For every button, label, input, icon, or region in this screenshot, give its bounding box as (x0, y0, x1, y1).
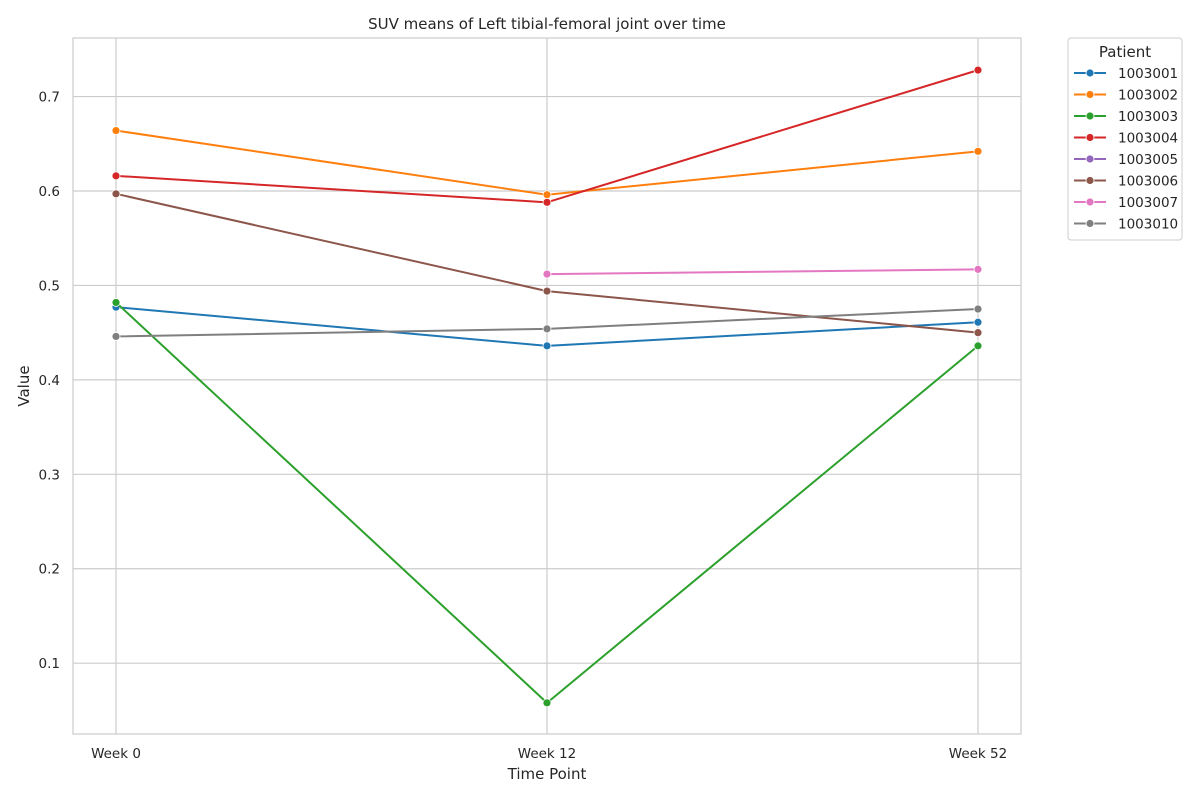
legend-label: 1003003 (1118, 109, 1178, 125)
data-point (973, 317, 983, 327)
legend-label: 1003006 (1118, 174, 1178, 190)
series-1003010 (111, 304, 983, 341)
y-tick-label: 0.4 (39, 373, 60, 389)
data-point (542, 197, 552, 207)
legend-item: 1003001 (1074, 66, 1178, 82)
legend-label: 1003004 (1118, 131, 1178, 147)
data-point (542, 190, 552, 200)
series-1003002 (111, 126, 983, 200)
legend-point-marker (1085, 219, 1095, 228)
data-point (973, 304, 983, 314)
legend-item: 1003007 (1074, 195, 1178, 211)
y-tick-label: 0.5 (39, 278, 60, 294)
legend-items: 1003001 1003002 1003003 1003004 1003005 10030… (1074, 66, 1178, 233)
series-1003007 (542, 264, 983, 279)
legend-point-marker (1085, 68, 1095, 78)
data-point (973, 341, 983, 351)
data-point (973, 146, 983, 156)
y-tick-label: 0.6 (39, 184, 60, 200)
legend-point-marker (1085, 133, 1095, 142)
data-point (973, 65, 983, 75)
data-point (542, 286, 552, 296)
legend-item: 1003006 (1074, 174, 1178, 190)
legend-item: 1003003 (1074, 109, 1178, 125)
series-1003006 (111, 189, 983, 338)
data-point (973, 328, 983, 338)
data-point (111, 171, 121, 181)
legend-title: Patient (1099, 43, 1151, 61)
legend-label: 1003001 (1118, 66, 1178, 82)
plot-area-frame (72, 37, 1022, 735)
y-tick-label: 0.7 (39, 90, 60, 106)
data-point (542, 341, 552, 351)
legend-item: 1003005 (1074, 152, 1178, 168)
data-point (542, 269, 552, 279)
legend-item: 1003010 (1074, 217, 1178, 233)
data-point (111, 332, 121, 341)
legend-point-marker (1085, 90, 1095, 99)
legend-point-marker (1085, 176, 1095, 185)
series-layer (111, 65, 983, 708)
series-1003004 (111, 65, 983, 207)
series-line (546, 268, 979, 276)
grid (73, 38, 1021, 734)
data-point (111, 189, 121, 199)
data-point (111, 126, 121, 135)
legend: Patient 10030011003002100300310030041003… (1067, 37, 1183, 241)
series-1003003 (111, 298, 983, 708)
chart-title: SUV means of Left tibial-femoral joint o… (368, 15, 726, 33)
x-tick-label: Week 52 (949, 746, 1007, 762)
legend-box (1067, 37, 1183, 241)
data-point (111, 298, 121, 307)
legend-label: 1003005 (1118, 152, 1178, 168)
legend-item: 1003004 (1074, 131, 1178, 147)
data-point (542, 698, 552, 708)
x-axis-label: Time Point (507, 765, 587, 783)
legend-point-marker (1085, 197, 1095, 207)
data-point (542, 324, 552, 334)
legend-point-marker (1085, 111, 1095, 121)
y-tick-label: 0.2 (39, 562, 60, 578)
y-tick-label: 0.3 (39, 467, 60, 483)
legend-point-marker (1085, 154, 1095, 164)
legend-label: 1003007 (1118, 195, 1178, 211)
x-tick-label: Week 12 (518, 746, 576, 762)
x-tick-label: Week 0 (91, 746, 141, 762)
legend-label: 1003010 (1118, 217, 1178, 233)
legend-label: 1003002 (1118, 88, 1178, 104)
legend-item: 1003002 (1074, 88, 1178, 104)
tick-labels: 0.1 0.2 0.3 0.4 0.5 0.6 0.7 Week 0 Week 12 Week 5… (39, 90, 1008, 762)
y-tick-label: 0.1 (39, 656, 60, 672)
y-axis-label: Value (15, 365, 33, 406)
data-point (973, 264, 983, 274)
